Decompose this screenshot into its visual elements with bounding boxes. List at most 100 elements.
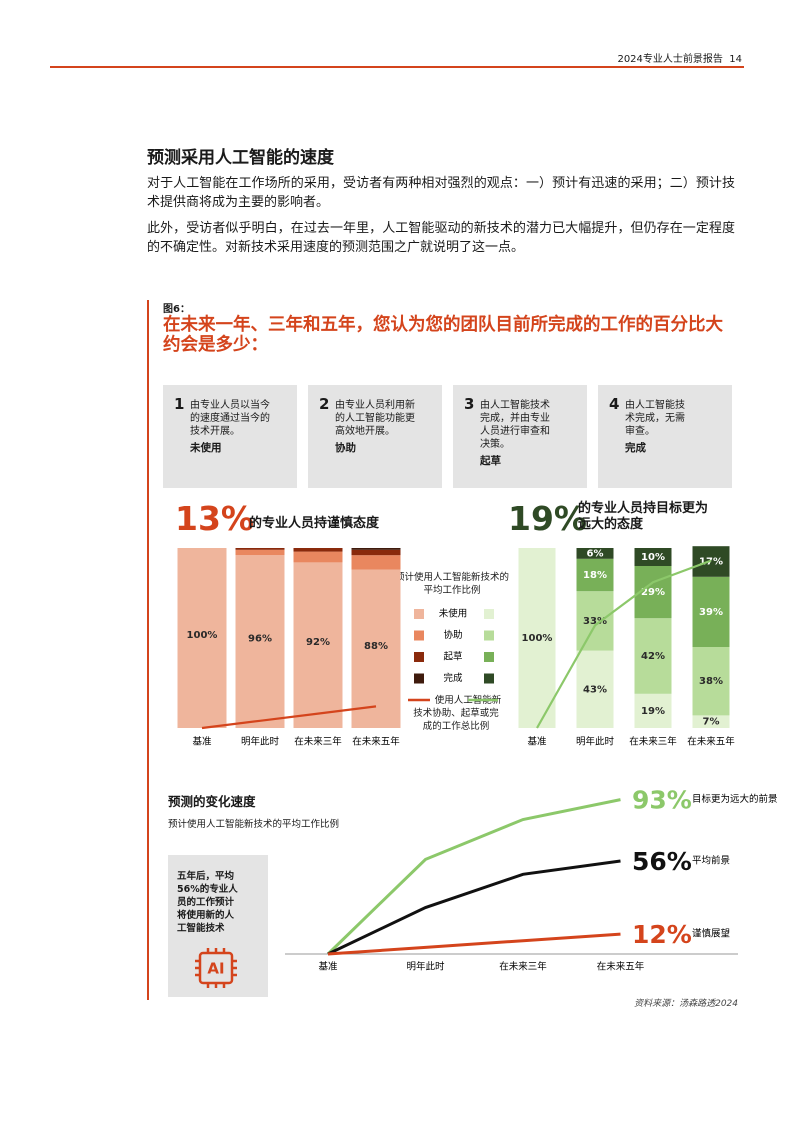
end-label: 93% [632,786,692,815]
paragraph: 此外，受访者似乎明白，在过去一年里，人工智能驱动的新技术的潜力已大幅提升，但仍存… [147,221,735,255]
total-line [201,705,377,730]
value-label: 29% [641,587,665,598]
bar-segment [576,650,614,728]
series-line [327,932,621,956]
legend-label: 协助 [443,629,462,641]
x-tick-label: 在未来三年 [294,736,342,748]
role-text: 由专业人员利用新的人工智能功能更高效地开展。 [335,400,415,437]
legend-title: 预计使用人工智能新技术的平均工作比例 [394,572,509,596]
bar-segment [692,576,730,647]
figure-label: 图6： [163,304,190,315]
callout-box: 五年后，平均56%的专业人员的工作预计将使用新的人工智能技术 AI [168,855,268,997]
legend-label: 完成 [443,672,463,684]
series-name: 平均前景 [692,855,730,867]
role-text: 由专业人员以当今的速度通过当今的技术开展。 [190,400,270,437]
bar-segment [576,591,614,651]
bar-segment [692,647,730,716]
figure-question: 在未来一年、三年和五年，您认为您的团队目前所完成的工作的百分比大约会是多少： [163,315,723,355]
ambitious-stat: 19% [508,499,587,538]
legend-label: 起草 [443,651,462,663]
series-line [326,798,621,956]
value-label: 38% [699,676,723,687]
bar-segment [351,548,401,550]
value-label: 42% [641,651,665,662]
x-tick-label: 在未来五年 [352,736,400,748]
bar-segment [576,558,614,592]
value-label: 39% [699,607,723,618]
paragraph: 对于人工智能在工作场所的采用，受访者有两种相对强烈的观点：一）预计有迅速的采用；… [147,176,735,210]
role-description: 由人工智能技术完成，并由专业人员进行审查和决策。起草 [480,399,550,468]
role-number: 4 [609,395,620,413]
legend-swatch [484,609,494,619]
role-name: 完成 [625,442,646,454]
bar-segment [351,549,401,556]
role-name: 未使用 [190,442,222,454]
ambitious-text: 的专业人员持目标更为远大的态度 [578,501,709,532]
end-label: 56% [632,847,692,876]
value-label: 96% [248,634,272,645]
speed-title: 预测的变化速度 [168,794,256,809]
series-name: 目标更为远大的前景 [692,793,778,805]
header: 2024专业人士前景报告 14 [617,50,742,65]
value-label: 92% [306,637,330,648]
report-name: 2024专业人士前景报告 [617,54,723,65]
figure-rule [147,300,149,1000]
bar-segment [634,548,672,566]
role-box: 3 由人工智能技术完成，并由专业人员进行审查和决策。起草 [453,385,587,488]
series-line [327,859,621,956]
page-number: 14 [729,54,742,65]
legend-swatch [414,630,424,641]
value-label: 100% [522,633,553,644]
value-label: 17% [699,557,723,568]
x-tick-label: 在未来三年 [499,961,547,973]
speed-subtitle: 预计使用人工智能新技术的平均工作比例 [168,819,340,830]
section-title: 预测采用人工智能的速度 [147,148,334,168]
ai-icon: AI [195,948,237,988]
x-tick-label: 基准 [527,736,547,748]
legend-label: 未使用 [439,608,468,620]
value-label: 19% [641,706,665,717]
bar-segment [293,548,343,552]
role-number: 2 [319,395,330,413]
bar-segment [235,549,285,556]
end-label: 12% [632,920,692,949]
role-description: 由专业人员利用新的人工智能功能更高效地开展。协助 [335,399,417,455]
value-label: 88% [364,641,388,652]
bar-segment [692,715,730,728]
role-box: 4 由人工智能技术完成，无需审查。完成 [598,385,732,488]
role-number: 3 [464,395,475,413]
header-rule [50,66,744,68]
x-tick-label: 在未来五年 [687,736,735,748]
bar-segment [576,548,614,559]
bar-segment [293,551,343,563]
legend-swatch [414,652,424,662]
callout-text: 五年后，平均56%的专业人员的工作预计将使用新的人工智能技术 [177,871,238,934]
bar-segment [518,548,556,728]
role-text: 由人工智能技术完成，无需审查。 [625,400,685,437]
value-label: 6% [587,548,604,559]
x-tick-label: 基准 [318,961,338,973]
x-tick-label: 明年此时 [241,736,280,748]
icon-text: AI [207,960,224,978]
value-label: 43% [583,684,607,695]
legend-swatch [484,652,494,662]
bar-segment [177,548,227,728]
role-name: 协助 [335,442,356,454]
x-tick-label: 在未来五年 [597,961,645,973]
role-text: 由人工智能技术完成，并由专业人员进行审查和决策。 [480,400,550,450]
bar-segment [634,693,672,728]
legend-swatch [484,673,494,684]
role-name: 起草 [480,455,501,467]
legend-swatch [414,673,424,684]
role-description: 由专业人员以当今的速度通过当今的技术开展。未使用 [190,399,272,455]
legend-swatch [414,609,424,619]
role-box: 2 由专业人员利用新的人工智能功能更高效地开展。协助 [308,385,442,488]
value-label: 18% [583,570,607,581]
value-label: 7% [703,717,720,728]
x-tick-label: 在未来三年 [629,736,677,748]
total-line [536,559,712,729]
role-number: 1 [174,395,185,413]
bar-segment [634,618,672,694]
source: 资料来源：汤森路透2024 [634,999,738,1009]
